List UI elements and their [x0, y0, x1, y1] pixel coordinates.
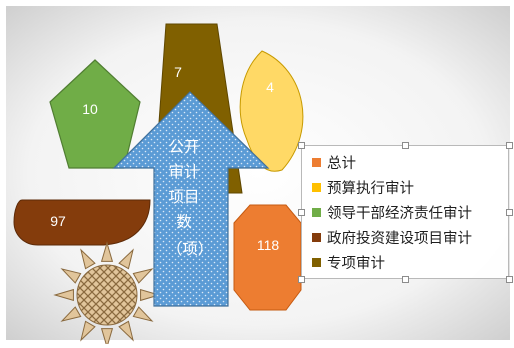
sun-ray	[132, 268, 154, 284]
sun-ray	[132, 306, 154, 322]
legend-resize-handle[interactable]	[402, 276, 409, 283]
sun-ray	[60, 306, 82, 322]
sun-ray	[118, 320, 134, 342]
legend-label: 总计	[327, 155, 356, 172]
legend-label: 专项审计	[327, 255, 385, 272]
legend-resize-handle[interactable]	[298, 209, 305, 216]
sun-ray	[60, 268, 82, 284]
legend-item: 专项审计	[312, 252, 385, 272]
sun-ray	[118, 248, 134, 270]
legend-swatch	[312, 157, 321, 167]
legend-resize-handle[interactable]	[298, 142, 305, 149]
sun-ray	[140, 288, 161, 302]
legend-item: 领导干部经济责任审计	[312, 202, 472, 222]
legend-label: 政府投资建设项目审计	[327, 230, 472, 247]
data-label-2: 4	[266, 79, 274, 95]
legend[interactable]: 总计预算执行审计领导干部经济责任审计 政府投资建设项目审计 专项审计	[298, 142, 513, 283]
chart-title-line: （项）	[167, 240, 214, 258]
legend-resize-handle[interactable]	[298, 276, 305, 283]
title-arrow-shape	[112, 91, 270, 307]
legend-swatch	[312, 182, 321, 192]
legend-item: 政府投资建设项目审计	[312, 227, 472, 247]
sun-ray	[53, 288, 74, 302]
legend-resize-handle[interactable]	[506, 142, 513, 149]
sun-ray	[100, 241, 114, 262]
sun-decoration	[53, 241, 161, 348]
legend-item: 预算执行审计	[312, 177, 414, 197]
data-shape-zhengfu	[13, 199, 151, 246]
chart-title-line: 数	[176, 213, 192, 231]
legend-swatch	[312, 232, 321, 242]
chart-title-line: 项目	[168, 188, 199, 206]
sun-ray	[100, 328, 114, 348]
legend-resize-handle[interactable]	[506, 276, 513, 283]
legend-resize-handle[interactable]	[402, 142, 409, 149]
sun-core	[76, 264, 138, 326]
legend-swatch	[312, 257, 321, 267]
chart-title-line: 公开	[168, 138, 199, 156]
data-label-4: 97	[50, 213, 66, 229]
legend-item: 总计	[312, 152, 356, 172]
data-label-3: 10	[82, 101, 98, 117]
data-shape-lingdao	[49, 59, 141, 169]
data-label-5: 7	[174, 64, 182, 80]
legend-label: 预算执行审计	[327, 180, 414, 197]
legend-swatch	[312, 207, 321, 217]
data-label-1: 118	[257, 237, 280, 253]
data-shape-zongji	[233, 204, 302, 311]
value-labels: 118 4 10 97 7	[50, 64, 279, 253]
legend-label: 领导干部经济责任审计	[327, 205, 472, 222]
sun-ray	[80, 320, 96, 342]
chart-title-line: 审计	[168, 163, 199, 181]
legend-resize-handle[interactable]	[506, 209, 513, 216]
sun-ray	[80, 248, 96, 270]
